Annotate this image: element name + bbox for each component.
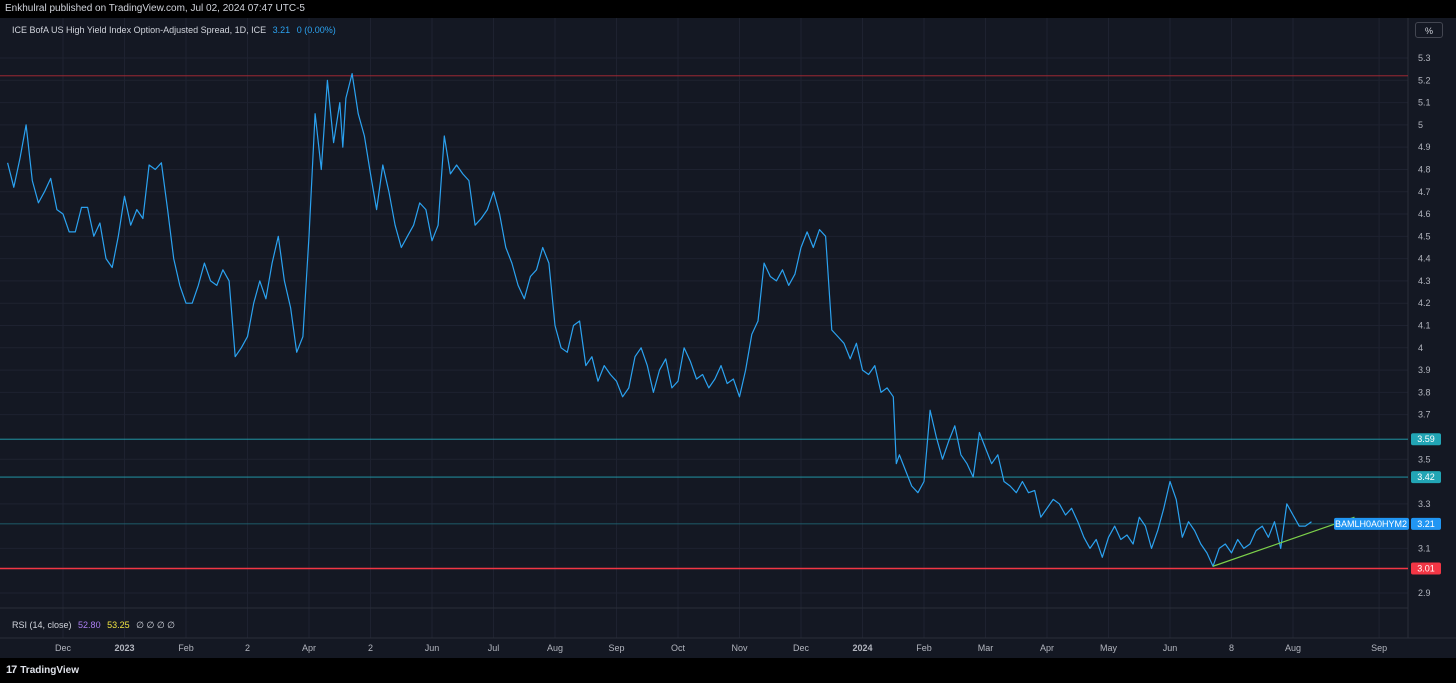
x-tick-label: Apr bbox=[302, 643, 316, 653]
y-tick-label: 4.3 bbox=[1418, 276, 1431, 286]
unit-toggle-button[interactable]: % bbox=[1415, 22, 1443, 38]
price-labels: 3.59 3.42 3.01 BAMLH0A0HYM2 3.21 bbox=[1334, 433, 1441, 575]
tradingview-logo-icon: 17 bbox=[6, 664, 17, 676]
rsi-empty-values: ∅ ∅ ∅ ∅ bbox=[136, 620, 176, 630]
y-tick-label: 4.5 bbox=[1418, 231, 1431, 241]
series-value-bg bbox=[1411, 517, 1441, 530]
x-tick-label: Feb bbox=[916, 643, 932, 653]
price-label-bg bbox=[1411, 433, 1441, 446]
y-tick-label: 5.3 bbox=[1418, 53, 1431, 63]
price-label: 3.59 bbox=[1417, 434, 1435, 444]
y-tick-label: 4.2 bbox=[1418, 298, 1431, 308]
y-tick-label: 5 bbox=[1418, 120, 1423, 130]
price-axis-ticks: 5.3 5.2 5.1 5 4.9 4.8 4.7 4.6 4.5 4.4 4.3 4.2 4.1 4 3.… bbox=[1418, 53, 1431, 598]
y-tick-label: 4.9 bbox=[1418, 142, 1431, 152]
rsi-label: RSI (14, close) bbox=[12, 620, 72, 630]
x-tick-label: Aug bbox=[547, 643, 563, 653]
x-tick-label: Nov bbox=[731, 643, 748, 653]
x-tick-label: Apr bbox=[1040, 643, 1054, 653]
price-label: 3.01 bbox=[1417, 563, 1435, 573]
series-layer bbox=[7, 72, 1312, 567]
series-legend[interactable]: ICE BofA US High Yield Index Option-Adju… bbox=[12, 25, 336, 35]
y-tick-label: 2.9 bbox=[1418, 588, 1431, 598]
x-tick-label: Feb bbox=[178, 643, 194, 653]
x-tick-label: 2 bbox=[368, 643, 373, 653]
time-axis-ticks: Dec 2023 Feb 2 Apr 2 Jun Jul Aug Sep Oct Nov Dec 2024… bbox=[55, 643, 1387, 653]
x-tick-label: May bbox=[1100, 643, 1118, 653]
publish-text: Enkhulral published on TradingView.com, … bbox=[5, 3, 305, 14]
x-tick-label: Jul bbox=[488, 643, 500, 653]
x-tick-label: 2 bbox=[245, 643, 250, 653]
y-tick-label: 5.2 bbox=[1418, 75, 1431, 85]
chart-svg[interactable]: 5.3 5.2 5.1 5 4.9 4.8 4.7 4.6 4.5 4.4 4.3 4.2 4.1 4 3.… bbox=[0, 18, 1456, 658]
series-name-bg bbox=[1334, 517, 1409, 530]
y-tick-label: 4.7 bbox=[1418, 187, 1431, 197]
legend-title: ICE BofA US High Yield Index Option-Adju… bbox=[12, 25, 267, 35]
y-tick-label: 4 bbox=[1418, 343, 1423, 353]
brand-name: TradingView bbox=[20, 664, 79, 676]
x-tick-label: Sep bbox=[608, 643, 624, 653]
tradingview-logo[interactable]: 17 TradingView bbox=[6, 663, 79, 677]
series-value-label: 3.21 bbox=[1417, 519, 1435, 529]
y-tick-label: 4.4 bbox=[1418, 254, 1431, 264]
price-label: 3.42 bbox=[1417, 472, 1435, 482]
rsi-value-1: 52.80 bbox=[78, 620, 101, 630]
x-tick-label: Jun bbox=[425, 643, 440, 653]
chart-grid bbox=[0, 18, 1408, 638]
x-tick-label: 8 bbox=[1229, 643, 1234, 653]
y-tick-label: 4.8 bbox=[1418, 164, 1431, 174]
y-tick-label: 3.7 bbox=[1418, 410, 1431, 420]
rsi-legend[interactable]: RSI (14, close) 52.80 53.25 ∅ ∅ ∅ ∅ bbox=[12, 620, 175, 631]
x-tick-label: Aug bbox=[1285, 643, 1301, 653]
x-tick-label: Mar bbox=[978, 643, 994, 653]
x-tick-label: Dec bbox=[55, 643, 72, 653]
y-tick-label: 3.1 bbox=[1418, 543, 1431, 553]
price-label-bg bbox=[1411, 471, 1441, 484]
y-tick-label: 3.9 bbox=[1418, 365, 1431, 375]
y-tick-label: 5.1 bbox=[1418, 98, 1431, 108]
y-tick-label: 4.6 bbox=[1418, 209, 1431, 219]
trendline bbox=[1212, 516, 1355, 567]
x-tick-label: 2023 bbox=[114, 643, 134, 653]
x-tick-label: Sep bbox=[1371, 643, 1387, 653]
trendline-layer bbox=[1212, 516, 1355, 567]
x-tick-label: Dec bbox=[793, 643, 810, 653]
x-tick-label: Jun bbox=[1163, 643, 1178, 653]
legend-value: 3.21 bbox=[272, 25, 291, 35]
series-line bbox=[7, 72, 1312, 567]
rsi-value-2: 53.25 bbox=[107, 620, 130, 630]
y-tick-label: 3.5 bbox=[1418, 454, 1431, 464]
chart-area[interactable]: 5.3 5.2 5.1 5 4.9 4.8 4.7 4.6 4.5 4.4 4.3 4.2 4.1 4 3.… bbox=[0, 18, 1456, 658]
series-name-label: BAMLH0A0HYM2 bbox=[1335, 519, 1407, 529]
y-tick-label: 3.3 bbox=[1418, 499, 1431, 509]
y-tick-label: 4.1 bbox=[1418, 321, 1431, 331]
price-label-bg bbox=[1411, 562, 1441, 575]
x-tick-label: 2024 bbox=[852, 643, 872, 653]
footer: 17 TradingView bbox=[0, 658, 1456, 683]
horizontal-lines bbox=[0, 75, 1408, 570]
publish-header: Enkhulral published on TradingView.com, … bbox=[0, 0, 1456, 18]
y-tick-label: 3.8 bbox=[1418, 387, 1431, 397]
x-tick-label: Oct bbox=[671, 643, 686, 653]
legend-change: 0 (0.00%) bbox=[296, 25, 336, 35]
